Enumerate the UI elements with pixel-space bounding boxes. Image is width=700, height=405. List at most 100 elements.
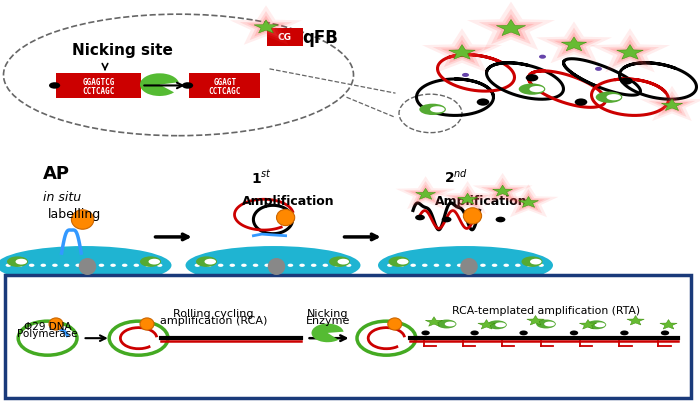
- Circle shape: [41, 264, 46, 267]
- Polygon shape: [561, 37, 587, 51]
- Circle shape: [526, 264, 532, 267]
- Polygon shape: [488, 14, 534, 40]
- Circle shape: [76, 264, 81, 267]
- Circle shape: [470, 330, 479, 335]
- Ellipse shape: [378, 246, 553, 284]
- Ellipse shape: [140, 256, 161, 267]
- Polygon shape: [446, 186, 489, 210]
- Text: 1$^{st}$: 1$^{st}$: [251, 168, 272, 186]
- Text: qFB: qFB: [302, 30, 339, 47]
- Polygon shape: [617, 45, 643, 59]
- Ellipse shape: [419, 104, 446, 115]
- Circle shape: [6, 264, 11, 267]
- Text: CCTCAGC: CCTCAGC: [209, 87, 241, 96]
- Ellipse shape: [397, 259, 409, 264]
- Ellipse shape: [487, 320, 507, 329]
- Circle shape: [323, 264, 328, 267]
- Text: RCA-templated amplification (RTA): RCA-templated amplification (RTA): [452, 306, 640, 316]
- Ellipse shape: [49, 318, 63, 330]
- Text: CCTCAGC: CCTCAGC: [83, 87, 115, 96]
- Circle shape: [29, 264, 34, 267]
- Circle shape: [157, 264, 162, 267]
- Polygon shape: [433, 35, 491, 67]
- Circle shape: [52, 264, 57, 267]
- FancyBboxPatch shape: [189, 73, 260, 98]
- Polygon shape: [527, 315, 544, 325]
- Circle shape: [334, 264, 340, 267]
- Circle shape: [206, 264, 212, 267]
- Ellipse shape: [529, 86, 544, 92]
- Polygon shape: [546, 28, 602, 58]
- Circle shape: [519, 330, 528, 335]
- Ellipse shape: [337, 259, 349, 264]
- Polygon shape: [554, 32, 594, 55]
- Circle shape: [477, 98, 489, 106]
- Polygon shape: [254, 20, 278, 33]
- Ellipse shape: [444, 322, 456, 326]
- Polygon shape: [655, 95, 689, 114]
- Circle shape: [445, 264, 451, 267]
- Polygon shape: [449, 45, 475, 59]
- Polygon shape: [649, 91, 695, 117]
- Polygon shape: [452, 190, 484, 207]
- Circle shape: [99, 264, 104, 267]
- Circle shape: [620, 77, 633, 85]
- Polygon shape: [438, 181, 498, 214]
- Circle shape: [182, 82, 193, 89]
- Circle shape: [300, 264, 305, 267]
- Polygon shape: [478, 320, 495, 329]
- Circle shape: [49, 82, 60, 89]
- Ellipse shape: [196, 256, 217, 267]
- Ellipse shape: [7, 256, 28, 267]
- Polygon shape: [662, 99, 682, 111]
- Circle shape: [462, 73, 469, 77]
- Ellipse shape: [71, 210, 94, 229]
- Circle shape: [87, 264, 92, 267]
- Ellipse shape: [530, 259, 542, 264]
- Polygon shape: [410, 185, 442, 202]
- Polygon shape: [458, 193, 477, 204]
- Text: CG: CG: [278, 33, 292, 42]
- Circle shape: [442, 217, 452, 222]
- Circle shape: [410, 264, 416, 267]
- Circle shape: [122, 264, 127, 267]
- Ellipse shape: [15, 259, 27, 264]
- Ellipse shape: [78, 258, 97, 275]
- Circle shape: [526, 74, 538, 81]
- Circle shape: [134, 264, 139, 267]
- Circle shape: [457, 264, 463, 267]
- Ellipse shape: [430, 106, 444, 113]
- Circle shape: [195, 264, 200, 267]
- Polygon shape: [416, 188, 435, 199]
- Circle shape: [661, 330, 669, 335]
- Ellipse shape: [140, 318, 154, 330]
- FancyBboxPatch shape: [267, 28, 303, 46]
- Polygon shape: [512, 193, 545, 210]
- Wedge shape: [140, 73, 178, 96]
- Ellipse shape: [594, 322, 606, 327]
- Ellipse shape: [536, 320, 556, 328]
- Circle shape: [288, 264, 293, 267]
- Polygon shape: [479, 9, 543, 44]
- Ellipse shape: [276, 209, 295, 226]
- Ellipse shape: [522, 256, 542, 267]
- Polygon shape: [496, 19, 526, 36]
- Circle shape: [595, 67, 602, 71]
- Text: Nicking site: Nicking site: [72, 43, 173, 58]
- Polygon shape: [473, 173, 533, 206]
- Circle shape: [265, 264, 270, 267]
- Ellipse shape: [606, 94, 621, 100]
- Ellipse shape: [0, 246, 172, 284]
- Circle shape: [399, 264, 405, 267]
- Circle shape: [539, 55, 546, 59]
- Ellipse shape: [148, 259, 160, 264]
- Polygon shape: [239, 11, 293, 40]
- Polygon shape: [640, 86, 700, 121]
- Polygon shape: [627, 315, 644, 325]
- Circle shape: [145, 264, 150, 267]
- Ellipse shape: [267, 258, 286, 275]
- Circle shape: [387, 264, 393, 267]
- Circle shape: [496, 217, 505, 222]
- Text: Amplification: Amplification: [241, 194, 334, 207]
- Circle shape: [620, 330, 629, 335]
